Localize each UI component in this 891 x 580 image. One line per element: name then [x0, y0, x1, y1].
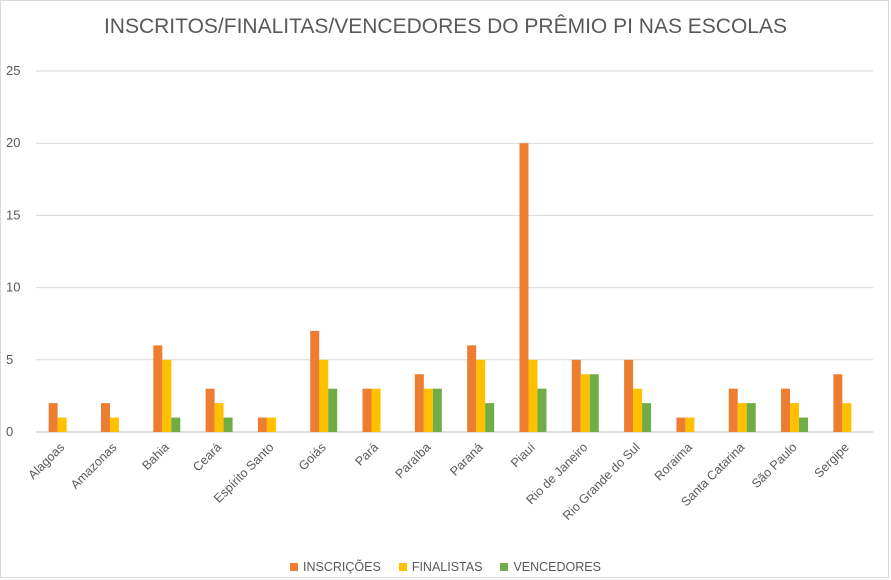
y-tick-label: 0 [6, 424, 13, 439]
legend-swatch [398, 563, 407, 571]
y-tick-label: 25 [6, 63, 20, 78]
legend-label: INSCRIÇÕES [303, 560, 381, 574]
x-tick-label: Goiás [296, 440, 329, 473]
bar-finalistas [633, 388, 643, 432]
bar-finalistas [214, 403, 224, 432]
bar-vencedores [328, 388, 338, 432]
bar-finalistas [57, 417, 67, 432]
bar-vencedores [485, 403, 495, 432]
bar-vencedores [799, 417, 809, 432]
bar-finalistas [266, 417, 276, 432]
bar-finalistas [162, 359, 172, 432]
legend-swatch [290, 563, 299, 571]
legend-label: VENCEDORES [513, 560, 601, 574]
bar-finalistas [737, 403, 747, 432]
legend-swatch [500, 563, 509, 571]
bar-inscrições [205, 388, 215, 432]
x-tick-label: Ceará [190, 440, 224, 474]
bar-vencedores [589, 374, 599, 432]
bar-inscrições [624, 359, 634, 432]
bar-inscrições [153, 345, 163, 432]
bar-vencedores [171, 417, 181, 432]
bar-inscrições [676, 417, 686, 432]
bar-finalistas [580, 374, 590, 432]
x-tick-label: Roraima [652, 440, 695, 483]
x-tick-label: Paraná [447, 440, 485, 478]
bar-inscrições [362, 388, 372, 432]
bar-finalistas [842, 403, 852, 432]
bar-inscrições [48, 403, 58, 432]
bar-inscrições [781, 388, 791, 432]
legend-item: FINALISTAS [398, 560, 483, 574]
bar-finalistas [528, 359, 538, 432]
x-tick-label: Piauí [508, 440, 538, 470]
x-tick-label: Alagoas [25, 440, 67, 482]
bar-finalistas [685, 417, 695, 432]
x-tick-label: Amazonas [68, 440, 120, 492]
bar-vencedores [537, 388, 547, 432]
y-tick-label: 20 [6, 135, 20, 150]
bar-vencedores [223, 417, 233, 432]
x-tick-label: São Paulo [749, 440, 800, 491]
bar-inscrições [414, 374, 424, 432]
bar-finalistas [476, 359, 486, 432]
legend-item: INSCRIÇÕES [290, 560, 381, 574]
y-tick-label: 15 [6, 207, 20, 222]
bar-inscrições [100, 403, 110, 432]
chart-legend: INSCRIÇÕES FINALISTAS VENCEDORES [0, 560, 891, 574]
bar-vencedores [746, 403, 756, 432]
bar-inscrições [833, 374, 843, 432]
bar-inscrições [571, 359, 581, 432]
bar-inscrições [728, 388, 738, 432]
y-tick-label: 5 [6, 352, 13, 367]
x-tick-label: Sergipe [812, 440, 852, 480]
bar-vencedores [642, 403, 652, 432]
x-tick-label: Paraíba [393, 440, 434, 481]
chart-title: INSCRITOS/FINALITAS/VENCEDORES DO PRÊMIO… [103, 15, 788, 38]
y-tick-label: 10 [6, 280, 20, 295]
bar-finalistas [371, 388, 381, 432]
legend-item: VENCEDORES [500, 560, 601, 574]
bar-finalistas [423, 388, 433, 432]
bar-vencedores [432, 388, 442, 432]
bar-finalistas [109, 417, 119, 432]
bar-inscrições [257, 417, 267, 432]
bar-finalistas [790, 403, 800, 432]
legend-label: FINALISTAS [411, 560, 483, 574]
x-tick-label: Pará [353, 440, 382, 469]
bar-inscrições [519, 143, 529, 432]
bar-inscrições [467, 345, 477, 432]
x-tick-label: Bahia [139, 440, 172, 473]
bar-finalistas [319, 359, 329, 432]
bar-inscrições [310, 330, 320, 432]
